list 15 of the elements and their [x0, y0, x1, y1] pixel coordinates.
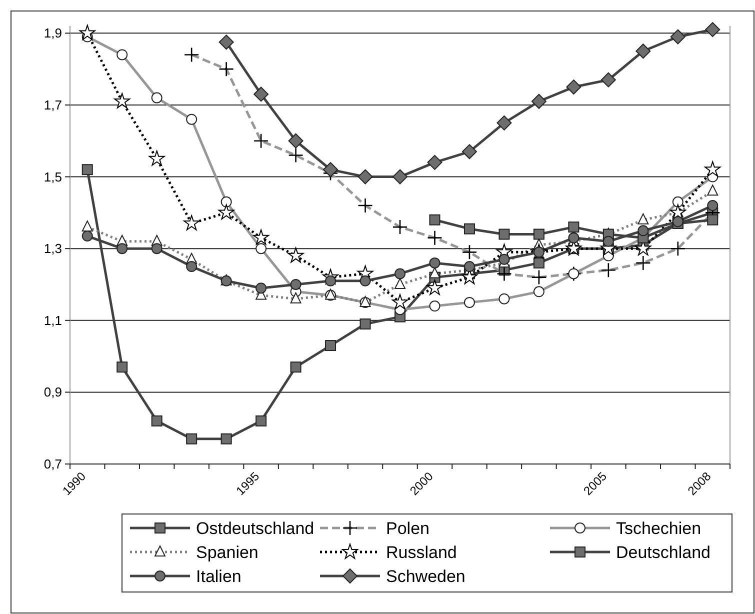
legend-label: Ostdeutschland	[196, 518, 314, 538]
y-tick-label: 1,7	[44, 98, 62, 113]
y-tick-label: 0,7	[44, 456, 62, 472]
legend-label: Tschechien	[616, 518, 702, 538]
legend-label: Russland	[386, 542, 457, 562]
legend-label: Italien	[196, 566, 242, 586]
y-tick-label: 0,9	[44, 384, 62, 400]
y-tick-label: 1,3	[44, 241, 62, 256]
legend-label: Deutschland	[616, 542, 711, 562]
legend-label: Spanien	[196, 542, 258, 562]
y-tick-label: 1,5	[44, 169, 62, 184]
y-tick-label: 1,1	[44, 312, 62, 328]
legend-label: Polen	[386, 518, 430, 538]
legend-label: Schweden	[386, 566, 466, 586]
y-tick-label: 1,9	[44, 26, 62, 41]
